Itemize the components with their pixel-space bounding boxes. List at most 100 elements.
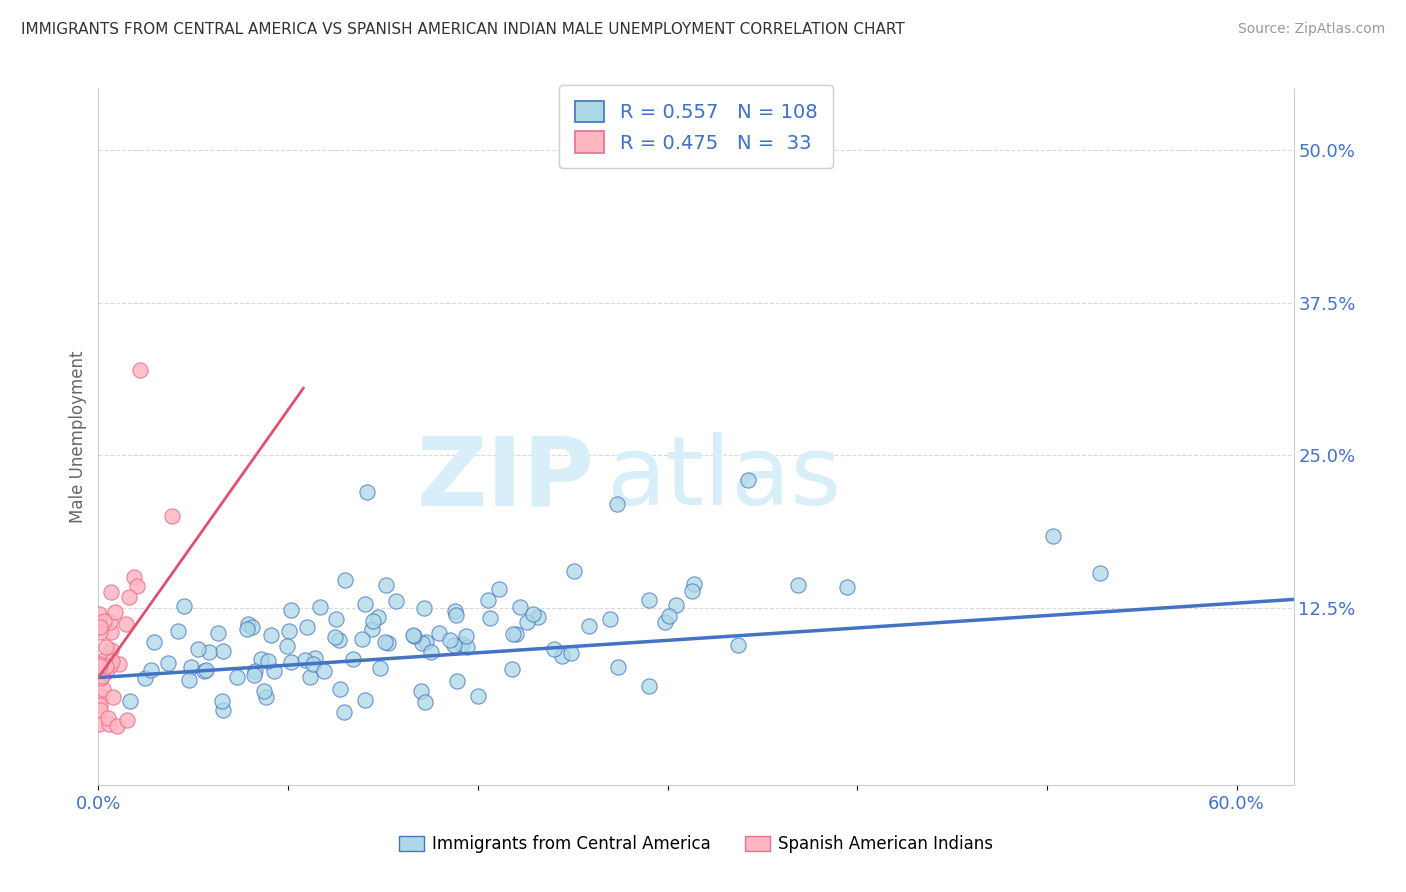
Point: [502, 627, 524, 641]
Point: [333, 574, 356, 588]
Point: [90, 671, 112, 685]
Point: [250, 651, 273, 665]
Point: [87, 615, 110, 629]
Point: [93, 653, 115, 667]
Point: [681, 583, 703, 598]
Point: [91, 682, 114, 697]
Point: [180, 660, 202, 674]
Point: [1042, 529, 1064, 543]
Point: [118, 694, 141, 708]
Point: [97, 711, 120, 725]
Point: [377, 636, 399, 650]
Point: [599, 612, 621, 626]
Point: [134, 671, 156, 685]
Point: [638, 679, 661, 693]
Point: [118, 590, 141, 604]
Point: [501, 662, 523, 676]
Text: ZIP: ZIP: [416, 433, 595, 525]
Point: [211, 702, 233, 716]
Point: [253, 684, 276, 698]
Point: [543, 642, 565, 657]
Point: [87, 717, 110, 731]
Text: IMMIGRANTS FROM CENTRAL AMERICA VS SPANISH AMERICAN INDIAN MALE UNEMPLOYMENT COR: IMMIGRANTS FROM CENTRAL AMERICA VS SPANI…: [21, 22, 905, 37]
Point: [160, 509, 183, 524]
Point: [98, 659, 121, 673]
Point: [312, 664, 335, 678]
Point: [240, 620, 263, 634]
Point: [107, 657, 129, 672]
Point: [115, 616, 138, 631]
Point: [654, 615, 676, 630]
Point: [409, 684, 432, 698]
Point: [1088, 566, 1111, 580]
Point: [353, 693, 375, 707]
Point: [187, 642, 209, 657]
Point: [427, 626, 450, 640]
Point: [527, 610, 550, 624]
Text: Source: ZipAtlas.com: Source: ZipAtlas.com: [1237, 22, 1385, 37]
Point: [439, 632, 461, 647]
Point: [367, 609, 389, 624]
Point: [402, 628, 425, 642]
Point: [522, 607, 544, 621]
Point: [100, 624, 122, 639]
Point: [450, 637, 472, 651]
Point: [420, 645, 443, 659]
Point: [97, 717, 120, 731]
Legend: R = 0.557   N = 108, R = 0.475   N =  33: R = 0.557 N = 108, R = 0.475 N = 33: [560, 85, 832, 169]
Point: [361, 614, 384, 628]
Point: [278, 624, 301, 639]
Point: [413, 695, 436, 709]
Point: [211, 694, 233, 708]
Point: [325, 612, 347, 626]
Point: [516, 615, 538, 629]
Point: [91, 669, 114, 683]
Point: [637, 592, 659, 607]
Point: [94, 659, 117, 673]
Point: [342, 652, 364, 666]
Point: [103, 690, 125, 705]
Point: [578, 619, 600, 633]
Point: [254, 690, 277, 705]
Point: [89, 698, 111, 712]
Point: [454, 629, 477, 643]
Point: [298, 670, 321, 684]
Point: [333, 705, 356, 719]
Point: [658, 608, 681, 623]
Point: [304, 651, 326, 665]
Point: [89, 657, 111, 671]
Point: [90, 690, 112, 704]
Point: [100, 615, 122, 629]
Point: [89, 625, 111, 640]
Point: [560, 646, 582, 660]
Point: [374, 578, 396, 592]
Point: [173, 599, 195, 613]
Point: [177, 673, 200, 687]
Point: [94, 640, 117, 654]
Point: [243, 667, 266, 681]
Point: [444, 607, 467, 622]
Point: [446, 674, 468, 689]
Point: [413, 600, 436, 615]
Point: [727, 638, 749, 652]
Point: [100, 585, 122, 599]
Point: [479, 611, 502, 625]
Point: [488, 582, 510, 597]
Point: [129, 363, 152, 377]
Point: [509, 599, 531, 614]
Point: [156, 656, 179, 670]
Point: [683, 576, 706, 591]
Point: [350, 632, 373, 646]
Point: [368, 660, 391, 674]
Point: [385, 594, 408, 608]
Point: [606, 659, 628, 673]
Point: [263, 664, 285, 678]
Point: [100, 643, 122, 657]
Point: [443, 639, 465, 653]
Point: [456, 640, 478, 655]
Point: [235, 622, 257, 636]
Point: [323, 631, 346, 645]
Point: [212, 643, 235, 657]
Point: [257, 654, 280, 668]
Point: [195, 664, 218, 678]
